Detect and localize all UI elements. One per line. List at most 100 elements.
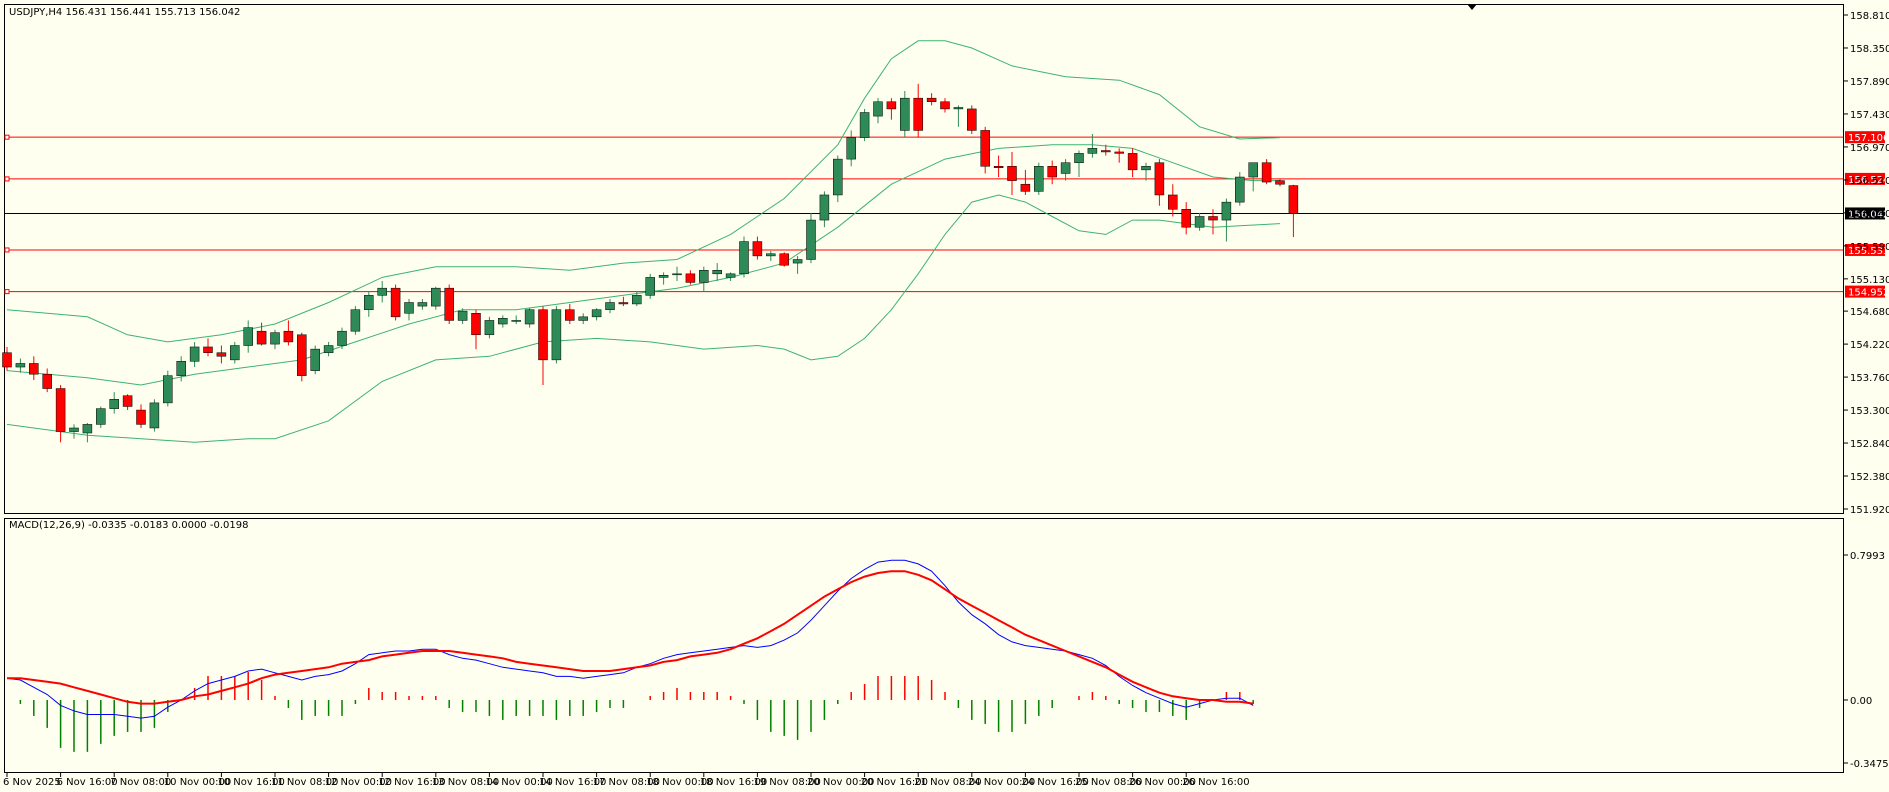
candle[interactable] [1221, 198, 1232, 242]
candle[interactable] [578, 313, 588, 325]
candle[interactable] [42, 368, 52, 393]
candle[interactable] [618, 296, 629, 307]
candle[interactable] [1074, 150, 1084, 178]
candle[interactable] [1208, 209, 1218, 235]
candle[interactable] [1101, 144, 1111, 156]
candle[interactable] [1087, 134, 1098, 158]
candle[interactable] [96, 406, 106, 428]
candle[interactable] [779, 252, 789, 267]
candle[interactable] [551, 306, 562, 364]
candle[interactable] [82, 422, 93, 443]
candle[interactable] [1007, 151, 1017, 195]
candle[interactable] [926, 93, 937, 106]
candle[interactable] [591, 308, 602, 321]
candle[interactable] [270, 329, 280, 350]
candle[interactable] [886, 98, 897, 120]
candle[interactable] [256, 322, 267, 346]
candle[interactable] [725, 272, 736, 281]
candle[interactable] [1034, 162, 1044, 195]
candle[interactable] [350, 306, 361, 335]
candle[interactable] [29, 356, 39, 380]
candle[interactable] [1141, 162, 1151, 181]
level-handle[interactable] [4, 289, 10, 295]
candle[interactable] [524, 308, 535, 328]
candle[interactable] [1181, 202, 1191, 235]
candle[interactable] [203, 338, 213, 357]
macd-panel[interactable] [6, 559, 1254, 752]
candle[interactable] [658, 272, 669, 285]
candle[interactable] [323, 341, 334, 357]
candle[interactable] [685, 270, 696, 285]
candle[interactable] [980, 126, 990, 174]
candle[interactable] [993, 155, 1004, 178]
candle[interactable] [1194, 212, 1205, 231]
candle[interactable] [873, 98, 883, 124]
candle[interactable] [1248, 162, 1258, 192]
candle[interactable] [417, 298, 428, 310]
candle[interactable] [176, 356, 186, 382]
candle[interactable] [900, 91, 910, 138]
candle[interactable] [766, 250, 776, 261]
candle[interactable] [538, 306, 548, 385]
candle[interactable] [1020, 169, 1031, 195]
candle[interactable] [699, 266, 709, 292]
candle[interactable] [377, 281, 387, 303]
candle[interactable] [230, 341, 240, 364]
candle[interactable] [1261, 159, 1272, 185]
candle[interactable] [712, 263, 722, 281]
candle[interactable] [404, 298, 414, 321]
price-panel[interactable] [2, 40, 1844, 443]
level-handle[interactable] [4, 247, 10, 253]
candle[interactable] [390, 284, 401, 321]
candle[interactable] [632, 291, 642, 307]
candle[interactable] [833, 155, 843, 203]
candle[interactable] [243, 320, 253, 353]
candle[interactable] [69, 424, 79, 439]
candle[interactable] [15, 358, 26, 373]
candle[interactable] [792, 255, 803, 274]
candle[interactable] [122, 394, 133, 411]
candle[interactable] [1154, 159, 1165, 206]
candle[interactable] [605, 298, 615, 314]
candle[interactable] [297, 332, 307, 382]
candle[interactable] [1275, 179, 1285, 187]
candle[interactable] [55, 384, 66, 443]
candle[interactable] [457, 308, 468, 325]
candle[interactable] [189, 341, 200, 368]
candle[interactable] [310, 345, 320, 375]
candle[interactable] [1060, 159, 1071, 181]
level-handle[interactable] [4, 176, 10, 182]
candle[interactable] [1168, 184, 1178, 217]
candle[interactable] [752, 236, 763, 260]
candle[interactable] [337, 327, 347, 350]
candle[interactable] [163, 370, 173, 407]
candle[interactable] [739, 236, 749, 278]
candle[interactable] [819, 191, 830, 228]
candle[interactable] [498, 315, 508, 328]
candle[interactable] [109, 392, 119, 414]
level-handle[interactable] [4, 134, 10, 140]
candle[interactable] [431, 286, 441, 310]
candle[interactable] [913, 83, 923, 138]
candle[interactable] [2, 346, 12, 371]
candle[interactable] [1127, 148, 1138, 178]
candle[interactable] [967, 105, 977, 135]
candle[interactable] [471, 309, 481, 350]
candle[interactable] [1235, 172, 1245, 206]
candle[interactable] [283, 320, 294, 346]
candle[interactable] [1114, 148, 1124, 163]
candle[interactable] [1047, 160, 1057, 185]
candle[interactable] [364, 291, 374, 317]
chart-shift-marker-icon[interactable] [1467, 4, 1477, 10]
candle[interactable] [484, 316, 495, 339]
candle[interactable] [511, 315, 521, 325]
candle[interactable] [149, 399, 160, 432]
candle[interactable] [953, 105, 964, 127]
candle[interactable] [136, 404, 146, 428]
candle[interactable] [1288, 184, 1299, 238]
candle[interactable] [672, 266, 682, 281]
candle[interactable] [444, 284, 454, 325]
candle[interactable] [645, 273, 655, 299]
candle[interactable] [859, 108, 870, 142]
